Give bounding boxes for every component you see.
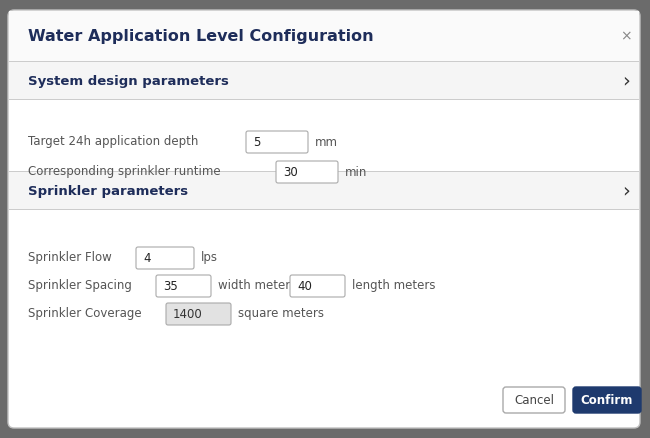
Text: Sprinkler Coverage: Sprinkler Coverage — [28, 307, 142, 321]
Text: ›: › — [622, 71, 630, 91]
Text: Sprinkler Spacing: Sprinkler Spacing — [28, 279, 132, 293]
Text: 30: 30 — [283, 166, 298, 179]
Bar — [9, 61, 639, 62]
Bar — [9, 209, 639, 210]
Text: System design parameters: System design parameters — [28, 74, 229, 88]
FancyBboxPatch shape — [166, 303, 231, 325]
FancyBboxPatch shape — [246, 131, 308, 153]
FancyBboxPatch shape — [573, 387, 641, 413]
Text: Sprinkler parameters: Sprinkler parameters — [28, 184, 188, 198]
Text: 5: 5 — [253, 135, 261, 148]
FancyBboxPatch shape — [276, 161, 338, 183]
Text: Sprinkler Flow: Sprinkler Flow — [28, 251, 112, 265]
Bar — [9, 171, 639, 172]
FancyBboxPatch shape — [503, 387, 565, 413]
FancyBboxPatch shape — [290, 275, 345, 297]
Text: square meters: square meters — [238, 307, 324, 321]
Bar — [9, 172, 639, 210]
Bar — [9, 99, 639, 100]
Text: length meters: length meters — [352, 279, 436, 293]
Text: 40: 40 — [297, 279, 312, 293]
Text: Water Application Level Configuration: Water Application Level Configuration — [28, 28, 374, 43]
Text: 35: 35 — [163, 279, 177, 293]
Text: Target 24h application depth: Target 24h application depth — [28, 135, 198, 148]
FancyBboxPatch shape — [8, 10, 640, 428]
Bar — [9, 62, 639, 100]
Text: Confirm: Confirm — [581, 393, 633, 406]
Text: 1400: 1400 — [173, 307, 203, 321]
Bar — [9, 11, 639, 62]
FancyBboxPatch shape — [136, 247, 194, 269]
FancyBboxPatch shape — [156, 275, 211, 297]
Text: lps: lps — [201, 251, 218, 265]
Text: width meters,: width meters, — [218, 279, 300, 293]
Text: min: min — [345, 166, 367, 179]
Text: Cancel: Cancel — [514, 393, 554, 406]
Text: 4: 4 — [143, 251, 151, 265]
Text: mm: mm — [315, 135, 338, 148]
Text: ×: × — [620, 29, 632, 43]
Text: Corresponding sprinkler runtime: Corresponding sprinkler runtime — [28, 166, 220, 179]
Text: ›: › — [622, 181, 630, 201]
